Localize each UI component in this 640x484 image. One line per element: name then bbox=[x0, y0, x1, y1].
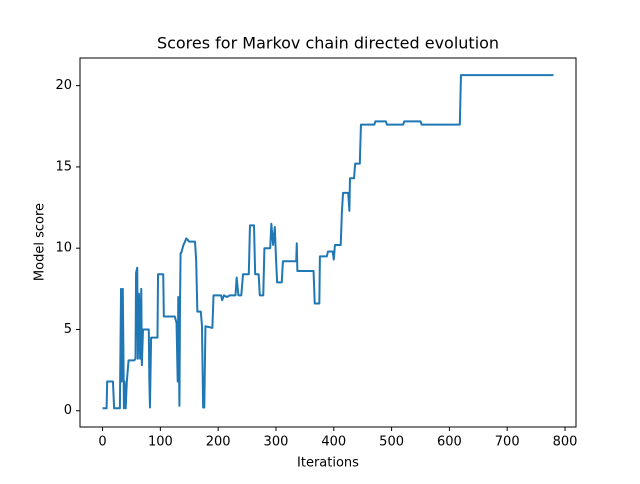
plot-frame bbox=[79, 57, 577, 428]
y-tick-label: 5 bbox=[64, 322, 72, 337]
y-tick-label: 15 bbox=[55, 159, 72, 174]
x-axis-label: Iterations bbox=[297, 456, 359, 471]
x-tick-label: 300 bbox=[264, 435, 289, 450]
x-tick-label: 800 bbox=[553, 435, 578, 450]
x-tick-label: 0 bbox=[98, 435, 106, 450]
x-tick-label: 500 bbox=[379, 435, 404, 450]
y-tick-label: 20 bbox=[55, 78, 72, 93]
y-tick-label: 10 bbox=[55, 241, 72, 256]
y-tick-label: 0 bbox=[64, 403, 72, 418]
x-tick-label: 600 bbox=[437, 435, 462, 450]
x-tick-label: 100 bbox=[148, 435, 173, 450]
x-tick-label: 200 bbox=[206, 435, 231, 450]
x-tick-label: 400 bbox=[321, 435, 346, 450]
x-tick-label: 700 bbox=[495, 435, 520, 450]
chart-title: Scores for Markov chain directed evoluti… bbox=[157, 34, 499, 53]
y-axis-label: Model score bbox=[33, 203, 48, 281]
data-line bbox=[102, 74, 554, 410]
